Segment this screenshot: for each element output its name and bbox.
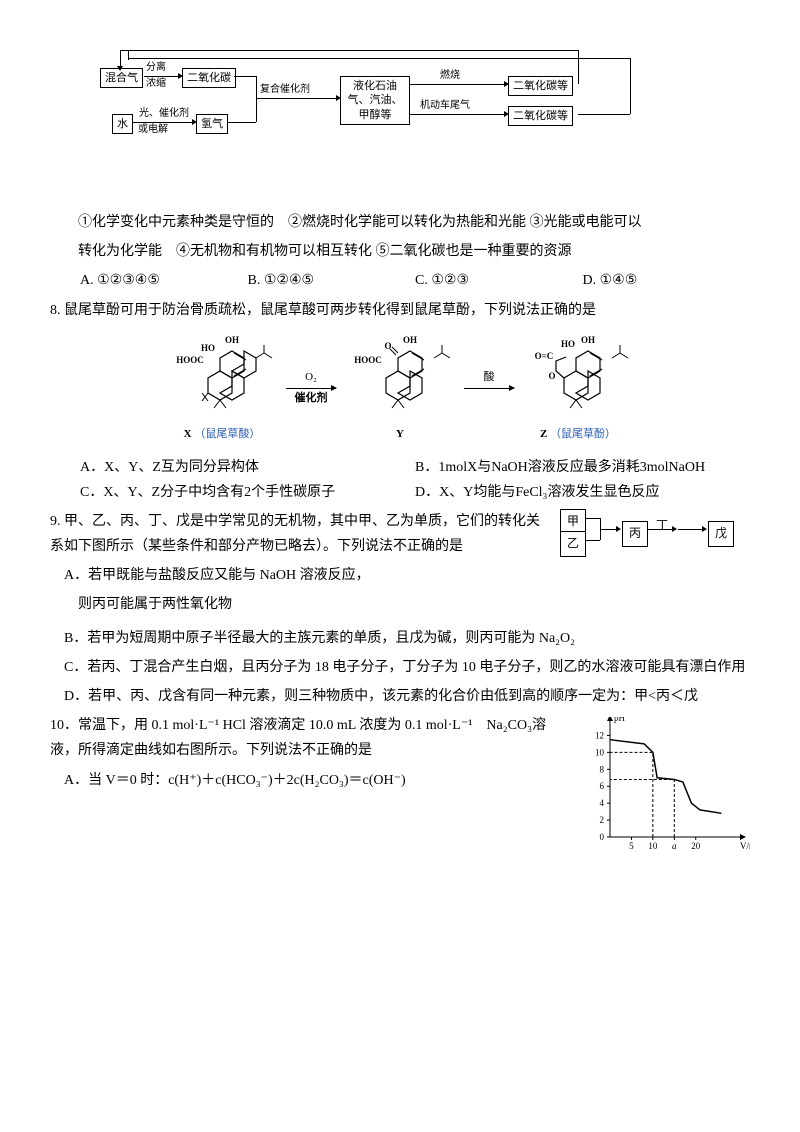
svg-text:10: 10 xyxy=(648,841,658,851)
q8-options: A．X、Y、Z互为同分异构体 B．1molX与NaOH溶液反应最多消耗3molN… xyxy=(80,455,750,505)
mol-y: OH O HOOC xyxy=(340,333,460,423)
flow-diagram: 混合气 分离 浓缩 二氧化碳 水 光、催化剂 或电解 氢气 复合催化剂 液化石油… xyxy=(100,50,700,170)
t2: 气、汽油、 xyxy=(348,94,403,106)
q9-opt-a2: 则丙可能属于两性氧化物 xyxy=(78,592,750,617)
arr1-top: O₂ xyxy=(305,368,317,388)
y-lbl: Y xyxy=(396,428,404,440)
t1: 液化石油 xyxy=(353,80,397,92)
para-1: ①化学变化中元素种类是守恒的 ②燃烧时化学能可以转化为热能和光能 ③光能或电能可… xyxy=(50,210,750,235)
q7-options: A. ①②③④⑤ B. ①②④⑤ C. ①②③ D. ①④⑤ xyxy=(80,268,750,293)
arrow-2: 酸 xyxy=(464,368,514,409)
box-products: 液化石油 气、汽油、 甲醇等 xyxy=(340,76,410,125)
chem-figure: OH HO HOOC X （鼠尾草酸） O₂ 催化剂 OH O HOOC xyxy=(50,333,750,445)
label-light: 光、催化剂 xyxy=(134,108,194,119)
svg-text:2: 2 xyxy=(600,815,605,825)
svg-text:V/mL: V/mL xyxy=(740,841,750,851)
label-catalyst: 复合催化剂 xyxy=(260,84,310,95)
svg-text:10: 10 xyxy=(595,748,605,758)
box-mixture: 混合气 xyxy=(100,68,143,88)
svg-text:20: 20 xyxy=(691,841,701,851)
svg-text:5: 5 xyxy=(629,841,634,851)
q9-opt-c: C．若丙、丁混合产生白烟，且丙分子为 18 电子分子，丁分子为 10 电子分子，… xyxy=(64,655,750,680)
q9-opt-a: A．若甲既能与盐酸反应又能与 NaOH 溶液反应， xyxy=(64,563,750,588)
box-bing: 丙 xyxy=(622,521,648,547)
mol-x: OH HO HOOC xyxy=(162,333,282,423)
svg-text:12: 12 xyxy=(595,731,604,741)
box-yi: 乙 xyxy=(560,531,586,557)
para-2: 转化为化学能 ④无机物和有机物可以相互转化 ⑤二氧化碳也是一种重要的资源 xyxy=(50,239,750,264)
svg-text:OH: OH xyxy=(225,335,239,345)
box-co2-2: 二氧化碳等 xyxy=(508,76,573,96)
arr1-bot: 催化剂 xyxy=(295,389,328,409)
q8-a: A．X、Y、Z互为同分异构体 xyxy=(80,455,415,480)
label-conc: 浓缩 xyxy=(146,78,166,89)
x-lbl: X xyxy=(184,428,192,440)
svg-text:pH: pH xyxy=(614,717,626,723)
box-co2-3: 二氧化碳等 xyxy=(508,106,573,126)
arrow-1: O₂ 催化剂 xyxy=(286,368,336,409)
box-h2: 氢气 xyxy=(196,114,228,134)
opt-c: C. ①②③ xyxy=(415,268,583,293)
svg-text:HO: HO xyxy=(561,339,575,349)
q10-chart: 0 2 4 6 8 10 12 5 10 a 20 V/mL pH xyxy=(580,717,750,857)
q8-c: C．X、Y、Z分子中均含有2个手性碳原子 xyxy=(80,480,415,505)
svg-text:OH: OH xyxy=(581,335,595,345)
label-exhaust: 机动车尾气 xyxy=(420,100,470,111)
label-burn: 燃烧 xyxy=(440,70,460,81)
svg-text:0: 0 xyxy=(600,832,605,842)
svg-text:O: O xyxy=(548,371,555,381)
opt-b: B. ①②④⑤ xyxy=(248,268,416,293)
q9-figure: 甲 乙 丙 丁 戊 xyxy=(560,509,750,549)
svg-text:HOOC: HOOC xyxy=(176,355,204,365)
svg-text:a: a xyxy=(672,841,677,851)
svg-text:8: 8 xyxy=(600,765,605,775)
opt-d: D. ①④⑤ xyxy=(583,268,751,293)
q9-opt-d: D．若甲、丙、戊含有同一种元素，则三种物质中，该元素的化合价由低到高的顺序一定为… xyxy=(64,684,750,709)
svg-text:6: 6 xyxy=(600,781,605,791)
q8-stem: 8. 鼠尾草酚可用于防治骨质疏松，鼠尾草酸可两步转化得到鼠尾草酚，下列说法正确的… xyxy=(50,298,750,323)
x-hint: （鼠尾草酸） xyxy=(194,428,260,440)
svg-text:HOOC: HOOC xyxy=(354,355,382,365)
box-co2: 二氧化碳 xyxy=(182,68,236,88)
svg-text:O=C: O=C xyxy=(535,351,554,361)
lbl-ding: 丁 xyxy=(656,515,668,537)
q8-d: D．X、Y均能与FeCl₃溶液发生显色反应 xyxy=(415,480,750,505)
opt-a: A. ①②③④⑤ xyxy=(80,268,248,293)
label-sep: 分离 xyxy=(146,62,166,73)
z-hint: （鼠尾草酚） xyxy=(550,428,616,440)
svg-text:OH: OH xyxy=(403,335,417,345)
mol-z: OH HO O=C O xyxy=(518,333,638,423)
z-lbl: Z xyxy=(540,428,547,440)
q8-b: B．1molX与NaOH溶液反应最多消耗3molNaOH xyxy=(415,455,750,480)
t3: 甲醇等 xyxy=(359,109,392,121)
box-wu: 戊 xyxy=(708,521,734,547)
label-elec: 或电解 xyxy=(138,124,168,135)
svg-text:HO: HO xyxy=(201,343,215,353)
svg-text:4: 4 xyxy=(600,798,605,808)
q9-opt-b: B．若甲为短周期中原子半径最大的主族元素的单质，且戊为碱，则丙可能为 Na₂O₂ xyxy=(64,626,750,651)
box-water: 水 xyxy=(112,114,133,134)
arr2-top: 酸 xyxy=(484,368,495,388)
